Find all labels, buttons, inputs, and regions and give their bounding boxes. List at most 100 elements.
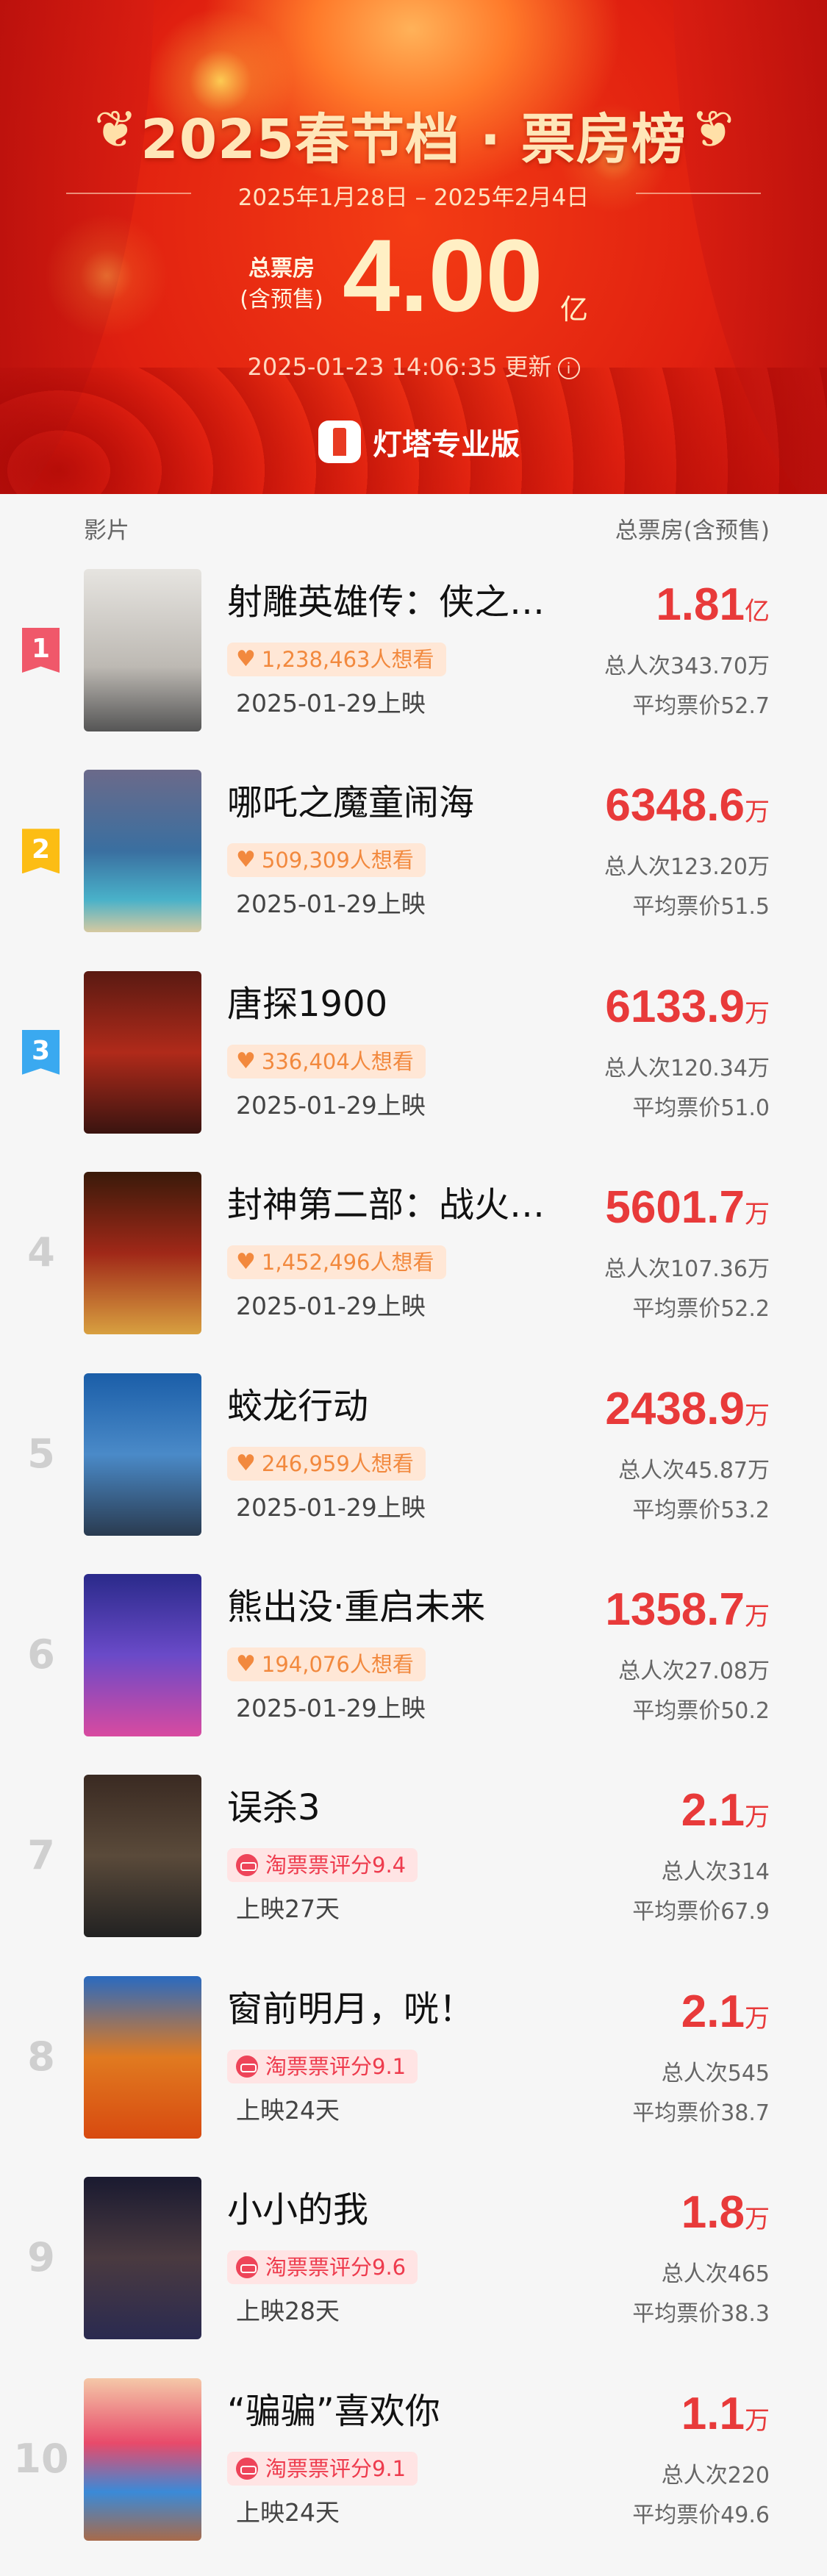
movie-title[interactable]: “骗骗”喜欢你 [227, 2390, 440, 2432]
firework-icon [559, 103, 669, 213]
box-office-value: 1.81 [656, 579, 745, 630]
movie-poster[interactable] [84, 1574, 201, 1736]
release-info: 上映28天 [236, 2297, 340, 2326]
movie-title[interactable]: 小小的我 [227, 2189, 369, 2231]
box-office-value: 2438.9 [605, 1383, 745, 1434]
movie-poster[interactable] [84, 2177, 201, 2340]
want-to-see-badge: ♥ 1,238,463人想看 [227, 643, 446, 676]
box-office-unit: 万 [745, 2405, 770, 2436]
average-price: 平均票价50.2 [632, 1698, 770, 1724]
average-price: 平均票价49.6 [632, 2502, 770, 2528]
movie-poster[interactable] [84, 970, 201, 1134]
average-price: 平均票价53.2 [632, 1497, 770, 1523]
want-count: 194,076人想看 [261, 1652, 414, 1677]
info-circle-icon[interactable]: i [557, 357, 580, 379]
heart-icon: ♥ [236, 1249, 256, 1276]
release-info: 2025-01-29上映 [236, 1694, 426, 1722]
box-office-value: 1.8 [681, 2187, 745, 2239]
rank-number: 5 [27, 1430, 55, 1477]
box-office: 6348.6万 [605, 780, 770, 838]
total-viewers: 总人次343.70万 [604, 654, 770, 679]
movie-title[interactable]: 蛟龙行动 [227, 1385, 369, 1427]
movie-row[interactable]: 10 “骗骗”喜欢你 淘票票评分9.1 上映24天 1.1万 总人次220 平均… [0, 2378, 827, 2541]
total-viewers: 总人次220 [661, 2462, 770, 2489]
movie-poster[interactable] [84, 569, 201, 731]
movie-poster[interactable] [84, 770, 201, 933]
box-office-unit: 万 [745, 2205, 770, 2235]
want-to-see-badge: ♥ 509,309人想看 [227, 843, 426, 878]
movie-row[interactable]: 1 射雕英雄传：侠之大者 ♥ 1,238,463人想看 2025-01-29上映 … [0, 569, 827, 731]
movie-title[interactable]: 窗前明月，咣！ [227, 1988, 475, 2030]
box-office: 1.81亿 [656, 579, 770, 637]
box-office-value: 6348.6 [605, 780, 745, 831]
total-viewers: 总人次545 [661, 2060, 770, 2086]
rank-ribbon: 1 [22, 628, 60, 673]
update-text: 2025-01-23 14:06:35 更新 [247, 353, 552, 381]
total-viewers: 总人次465 [661, 2261, 770, 2288]
movie-row[interactable]: 5 蛟龙行动 ♥ 246,959人想看 2025-01-29上映 2438.9万 … [0, 1373, 827, 1536]
firework-icon [147, 7, 294, 154]
movie-poster[interactable] [84, 1775, 201, 1938]
box-office-unit: 万 [745, 1803, 770, 1833]
release-info: 上映27天 [236, 1895, 340, 1924]
want-count: 246,959人想看 [261, 1450, 414, 1476]
box-office-value: 2.1 [681, 1785, 745, 1836]
heart-icon: ♥ [236, 646, 256, 672]
box-office: 2.1万 [681, 1785, 770, 1843]
box-office-unit: 万 [745, 798, 770, 828]
movie-title[interactable]: 唐探1900 [227, 983, 388, 1025]
heart-icon: ♥ [236, 1048, 256, 1074]
box-office: 1.8万 [681, 2187, 770, 2245]
rank-number: 4 [27, 1229, 55, 1276]
rank-ribbon: 3 [22, 1029, 60, 1075]
average-price: 平均票价67.9 [632, 1899, 770, 1925]
total-label-sub: (含预售) [240, 287, 323, 312]
total-unit: 亿 [560, 293, 589, 326]
box-office-value: 1.1 [681, 2388, 745, 2439]
movie-row[interactable]: 2 哪吒之魔童闹海 ♥ 509,309人想看 2025-01-29上映 6348.… [0, 770, 827, 933]
movie-title[interactable]: 熊出没·重启未来 [227, 1586, 486, 1628]
want-count: 1,238,463人想看 [261, 647, 434, 672]
box-office: 2438.9万 [605, 1384, 770, 1442]
release-info: 2025-01-29上映 [236, 689, 426, 718]
rating-badge: 淘票票评分9.1 [227, 2451, 418, 2486]
total-viewers: 总人次45.87万 [618, 1457, 770, 1484]
box-office: 1.1万 [681, 2389, 770, 2447]
movie-title[interactable]: 射雕英雄传：侠之大者 [227, 582, 551, 623]
box-office: 2.1万 [681, 1986, 770, 2044]
update-time: 2025-01-23 14:06:35 更新 i [0, 348, 827, 382]
taopiaopiao-icon [236, 2256, 258, 2279]
total-viewers: 总人次314 [661, 1859, 770, 1886]
movie-row[interactable]: 4 封神第二部：战火西岐 ♥ 1,452,496人想看 2025-01-29上映 … [0, 1172, 827, 1335]
laurel-left-icon: ❦ [94, 99, 137, 160]
movie-poster[interactable] [84, 2378, 201, 2541]
movie-title[interactable]: 哪吒之魔童闹海 [227, 782, 475, 824]
divider [636, 193, 761, 194]
movie-row[interactable]: 3 唐探1900 ♥ 336,404人想看 2025-01-29上映 6133.9… [0, 970, 827, 1134]
movie-title[interactable]: 误杀3 [227, 1787, 321, 1829]
movie-poster[interactable] [84, 1373, 201, 1536]
box-office: 1358.7万 [605, 1584, 770, 1642]
movie-row[interactable]: 8 窗前明月，咣！ 淘票票评分9.1 上映24天 2.1万 总人次545 平均票… [0, 1975, 827, 2139]
movie-row[interactable]: 7 误杀3 淘票票评分9.4 上映27天 2.1万 总人次314 平均票价67.… [0, 1775, 827, 1938]
movie-title[interactable]: 封神第二部：战火西岐 [227, 1184, 551, 1226]
movie-poster[interactable] [84, 1172, 201, 1335]
rating-text: 淘票票评分9.4 [265, 1853, 407, 1878]
want-count: 1,452,496人想看 [261, 1250, 434, 1276]
movie-row[interactable]: 6 熊出没·重启未来 ♥ 194,076人想看 2025-01-29上映 1358… [0, 1574, 827, 1736]
rating-text: 淘票票评分9.1 [265, 2053, 407, 2079]
rank-number: 6 [27, 1631, 55, 1678]
movie-row[interactable]: 9 小小的我 淘票票评分9.6 上映28天 1.8万 总人次465 平均票价38… [0, 2177, 827, 2340]
average-price: 平均票价51.5 [632, 894, 770, 920]
want-to-see-badge: ♥ 336,404人想看 [227, 1044, 426, 1078]
taopiaopiao-icon [236, 2055, 258, 2078]
total-viewers: 总人次123.20万 [604, 854, 770, 881]
movie-poster[interactable] [84, 1975, 201, 2139]
total-label-main: 总票房 [248, 256, 315, 282]
total-viewers: 总人次107.36万 [604, 1256, 770, 1283]
release-info: 上映24天 [236, 2095, 340, 2125]
box-office-unit: 亿 [745, 597, 770, 626]
box-office: 6133.9万 [605, 981, 770, 1040]
average-price: 平均票价38.7 [632, 2100, 770, 2126]
rank-number: 8 [27, 2033, 55, 2080]
